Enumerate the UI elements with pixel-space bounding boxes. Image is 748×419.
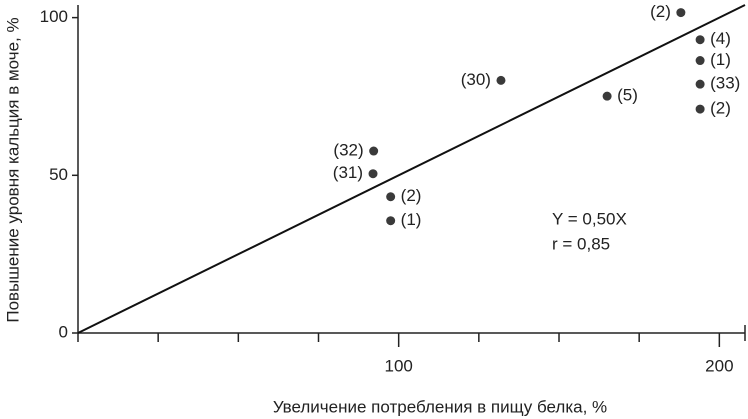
point-label: (32)	[333, 141, 363, 160]
point	[695, 35, 705, 45]
annotation: r = 0,85	[552, 234, 610, 253]
point-label: (1)	[710, 50, 731, 69]
point-label: (4)	[710, 29, 731, 48]
point	[369, 146, 379, 156]
point	[695, 104, 705, 114]
point-label: (2)	[650, 2, 671, 21]
annotation: Y = 0,50X	[552, 209, 627, 228]
point	[496, 75, 506, 85]
point	[602, 91, 612, 101]
point	[386, 216, 396, 226]
x-tick-label: 100	[384, 356, 412, 375]
y-tick-label: 50	[49, 165, 68, 184]
point-label: (30)	[461, 70, 491, 89]
point-label: (2)	[401, 186, 422, 205]
point-label: (31)	[333, 163, 363, 182]
point-label: (1)	[401, 210, 422, 229]
point	[695, 79, 705, 89]
point	[695, 56, 705, 66]
x-tick-label: 200	[705, 356, 733, 375]
point	[676, 8, 686, 18]
y-tick-label: 100	[40, 7, 68, 26]
point-label: (2)	[710, 99, 731, 118]
point-label: (33)	[710, 74, 740, 93]
point-label: (5)	[617, 86, 638, 105]
y-tick-label: 0	[59, 322, 68, 341]
point	[386, 192, 396, 202]
x-axis-label: Увеличение потребления в пищу белка, %	[273, 397, 607, 416]
fit-line	[77, 4, 746, 334]
point	[368, 169, 378, 179]
y-axis-label: Повышение уровня кальция в моче, %	[3, 17, 22, 322]
